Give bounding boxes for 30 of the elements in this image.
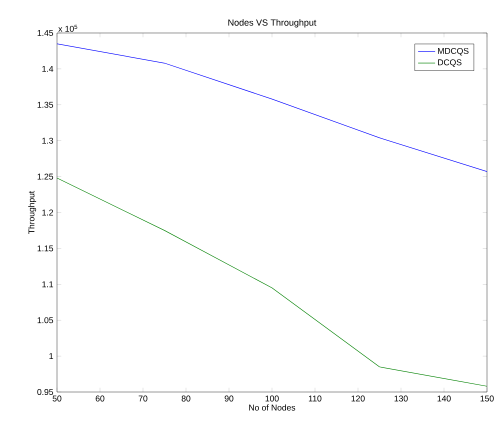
y-tick-label: 1 bbox=[49, 353, 54, 360]
line-series bbox=[56, 43, 488, 172]
x-tick-label: 80 bbox=[182, 396, 190, 402]
x-tick-label: 110 bbox=[308, 396, 322, 402]
x-tick-label: 140 bbox=[438, 396, 451, 402]
y-tick-label: 1.25 bbox=[38, 174, 54, 180]
x-tick-label: 70 bbox=[138, 396, 148, 402]
x-tick-label: 100 bbox=[266, 396, 279, 402]
line-series bbox=[56, 178, 488, 387]
y-tick-label: 1.35 bbox=[38, 102, 54, 108]
y-tick-label: 1.3 bbox=[42, 138, 54, 144]
x-tick-label: 60 bbox=[96, 396, 104, 402]
y-tick-label: 1.2 bbox=[42, 210, 54, 216]
chart-title: Nodes VS Throughput bbox=[228, 19, 316, 28]
y-tick-label: 1.45 bbox=[38, 30, 54, 36]
legend-label: DCQS bbox=[438, 59, 462, 67]
legend-label: MDCQS bbox=[438, 48, 469, 56]
y-tick-label: 1.15 bbox=[38, 245, 54, 252]
x-tick-label: 120 bbox=[352, 396, 365, 402]
y-axis-title: Throughput bbox=[28, 190, 36, 234]
x-tick-label: 50 bbox=[52, 396, 62, 402]
y-tick-label: 1.4 bbox=[42, 66, 54, 72]
y-tick-label: 1.1 bbox=[42, 281, 54, 288]
x-tick-label: 90 bbox=[224, 396, 234, 402]
x-axis-title: No of Nodes bbox=[249, 404, 296, 411]
y-tick-label: 0.95 bbox=[37, 389, 54, 395]
text: x 10$^{5}$ bbox=[58, 24, 78, 32]
x-tick-label: 130 bbox=[394, 396, 408, 402]
y-tick-label: 1.05 bbox=[38, 317, 54, 324]
x-tick-label: 150 bbox=[480, 396, 494, 402]
